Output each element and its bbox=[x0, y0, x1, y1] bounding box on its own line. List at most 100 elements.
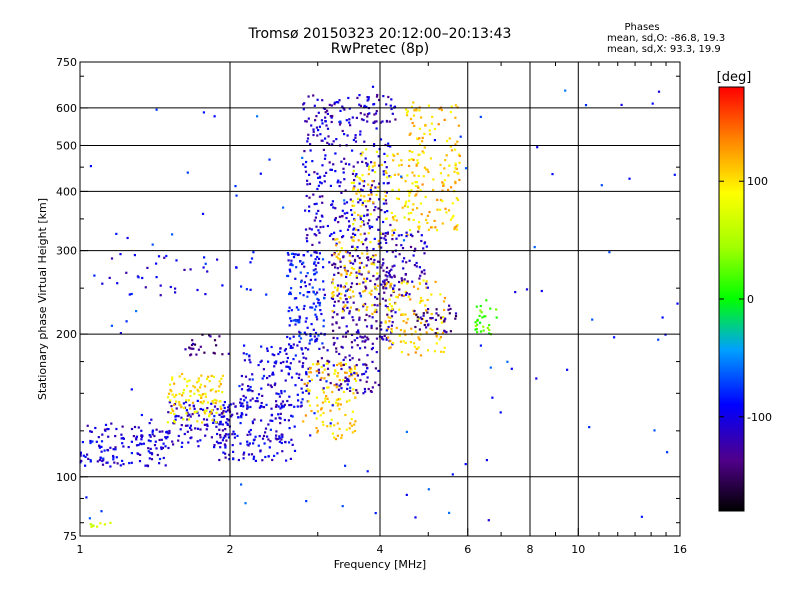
echo-point bbox=[403, 278, 406, 281]
echo-point bbox=[331, 390, 334, 394]
echo-point bbox=[443, 296, 447, 300]
echo-point bbox=[345, 331, 348, 334]
echo-point bbox=[383, 334, 386, 337]
echo-point bbox=[155, 262, 158, 265]
echo-point bbox=[373, 143, 376, 146]
echo-point bbox=[344, 376, 347, 379]
echo-point bbox=[394, 215, 397, 218]
echo-point bbox=[358, 358, 361, 361]
echo-point bbox=[309, 434, 312, 437]
echo-point bbox=[383, 211, 386, 214]
echo-point bbox=[373, 258, 376, 262]
echo-point bbox=[418, 143, 422, 146]
echo-point bbox=[286, 399, 289, 403]
echo-point bbox=[345, 270, 348, 273]
echo-point bbox=[331, 263, 334, 266]
echo-point bbox=[391, 265, 394, 268]
echo-point bbox=[368, 227, 371, 230]
echo-point bbox=[321, 122, 324, 125]
echo-point bbox=[289, 346, 292, 349]
echo-point bbox=[371, 304, 374, 307]
echo-point bbox=[379, 138, 383, 141]
echo-point bbox=[337, 221, 340, 224]
echo-point bbox=[307, 117, 310, 120]
echo-point bbox=[246, 401, 249, 404]
echo-point bbox=[100, 510, 103, 513]
echo-point bbox=[394, 311, 397, 314]
echo-point bbox=[336, 375, 339, 378]
echo-point bbox=[364, 157, 367, 160]
echo-point bbox=[148, 457, 151, 460]
echo-point bbox=[308, 210, 311, 213]
echo-point bbox=[323, 180, 326, 183]
echo-point bbox=[363, 335, 366, 338]
echo-point bbox=[415, 313, 418, 316]
echo-point bbox=[322, 319, 325, 322]
echo-point bbox=[309, 339, 312, 342]
echo-point bbox=[303, 281, 306, 284]
echo-point bbox=[381, 297, 384, 300]
echo-point bbox=[287, 253, 290, 256]
echo-point bbox=[246, 388, 249, 392]
echo-point bbox=[308, 371, 311, 374]
echo-point bbox=[141, 276, 144, 280]
echo-point bbox=[475, 305, 478, 308]
echo-point bbox=[215, 421, 218, 424]
echo-point bbox=[319, 378, 322, 381]
echo-point bbox=[277, 392, 280, 396]
echo-point bbox=[409, 245, 413, 249]
echo-point bbox=[388, 175, 391, 178]
echo-point bbox=[442, 184, 445, 187]
echo-point bbox=[386, 154, 389, 157]
echo-point bbox=[373, 310, 376, 313]
echo-point bbox=[374, 296, 377, 299]
echo-point bbox=[256, 400, 259, 403]
echo-point bbox=[375, 110, 378, 113]
echo-point bbox=[390, 305, 393, 308]
echo-point bbox=[456, 171, 459, 174]
echo-point bbox=[435, 342, 438, 345]
echo-point bbox=[366, 96, 369, 99]
echo-point bbox=[213, 339, 217, 342]
echo-point bbox=[358, 316, 361, 319]
echo-point bbox=[354, 420, 357, 423]
echo-point bbox=[115, 232, 118, 235]
echo-point bbox=[454, 143, 457, 146]
echo-point bbox=[310, 124, 313, 127]
echo-point bbox=[313, 171, 316, 174]
echo-point bbox=[588, 426, 591, 429]
echo-point bbox=[89, 430, 92, 433]
echo-point bbox=[403, 216, 406, 219]
echo-point bbox=[344, 162, 347, 165]
echo-point bbox=[295, 306, 298, 309]
chart-subtitle: RwPretec (8p) bbox=[330, 41, 430, 57]
echo-point bbox=[335, 244, 338, 247]
echo-point bbox=[387, 336, 390, 339]
echo-point bbox=[322, 411, 325, 415]
echo-point bbox=[294, 354, 297, 357]
echo-point bbox=[288, 367, 292, 371]
echo-point bbox=[313, 251, 316, 254]
echo-point bbox=[403, 257, 406, 260]
echo-point bbox=[300, 347, 303, 350]
echo-point bbox=[295, 266, 298, 269]
echo-point bbox=[361, 340, 364, 343]
echo-point bbox=[151, 430, 154, 433]
echo-point bbox=[385, 166, 388, 169]
echo-point bbox=[260, 401, 263, 405]
echo-point bbox=[374, 283, 377, 286]
echo-point bbox=[343, 157, 346, 160]
y-tick-label: 200 bbox=[56, 328, 77, 341]
echo-point bbox=[375, 310, 378, 314]
echo-point bbox=[404, 180, 407, 183]
echo-point bbox=[273, 383, 276, 387]
echo-point bbox=[169, 285, 172, 289]
echo-point bbox=[352, 262, 355, 265]
echo-point bbox=[202, 111, 205, 114]
echo-point bbox=[387, 95, 390, 99]
echo-point bbox=[420, 116, 423, 119]
echo-point bbox=[427, 308, 430, 311]
echo-point bbox=[271, 419, 274, 422]
echo-point bbox=[350, 424, 353, 427]
echo-point bbox=[341, 346, 344, 349]
